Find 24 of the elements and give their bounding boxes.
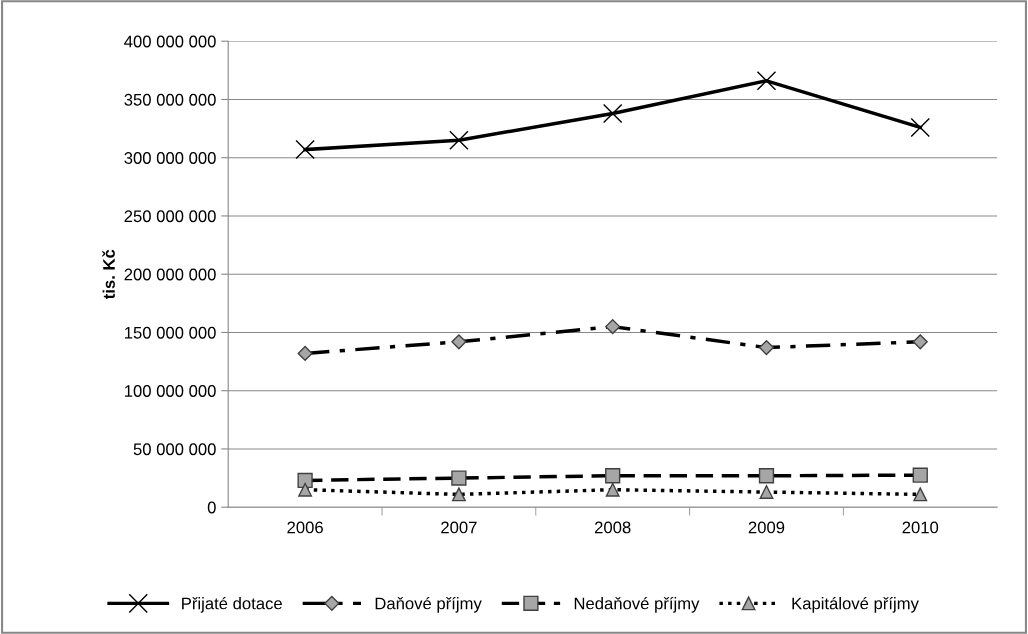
x-tick-label: 2009 (748, 521, 785, 534)
x-tick-label: 2006 (287, 521, 323, 534)
y-tick-label: 250 000 000 (124, 210, 216, 223)
legend-label: Přijaté dotace (182, 596, 282, 613)
y-tick-label: 50 000 000 (133, 443, 216, 456)
y-tick-label: 300 000 000 (124, 152, 216, 164)
x-tick-label: 2008 (594, 521, 631, 534)
point (449, 130, 469, 150)
y-tick-label: 0 (207, 501, 216, 514)
y-axis-title: tis. Kč (102, 249, 115, 300)
y-tick-label: 100 000 000 (125, 385, 216, 397)
point (910, 117, 930, 138)
point (295, 139, 315, 160)
legend-label: Nedaňové příjmy (574, 596, 700, 613)
legend-label: Kapitálové příjmy (792, 596, 919, 613)
point (756, 71, 777, 91)
legend-label: Daňové příjmy (375, 596, 482, 613)
point (602, 103, 623, 124)
y-tick-label: 350 000 000 (124, 93, 216, 106)
y-tick-label: 200 000 000 (124, 268, 216, 281)
x-tick-label: 2007 (441, 521, 477, 534)
y-tick-label: 150 000 000 (125, 326, 216, 339)
y-tick-label: 400 000 000 (124, 35, 216, 48)
x-tick-label: 2010 (902, 521, 939, 534)
